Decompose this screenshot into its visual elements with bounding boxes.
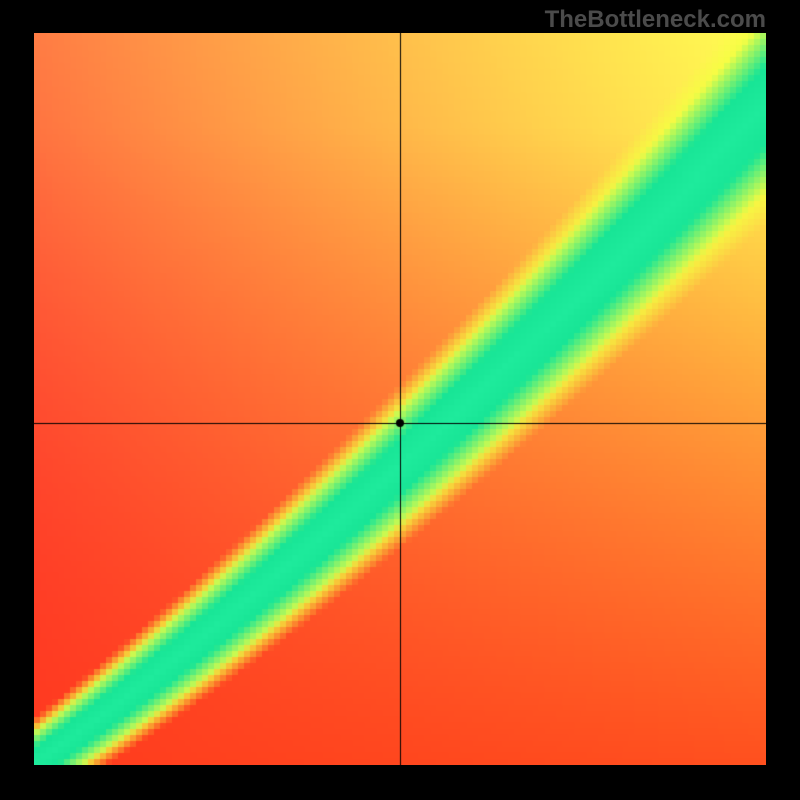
bottleneck-heatmap [34,33,766,765]
watermark-text: TheBottleneck.com [545,6,766,34]
chart-container: TheBottleneck.com [0,0,800,800]
